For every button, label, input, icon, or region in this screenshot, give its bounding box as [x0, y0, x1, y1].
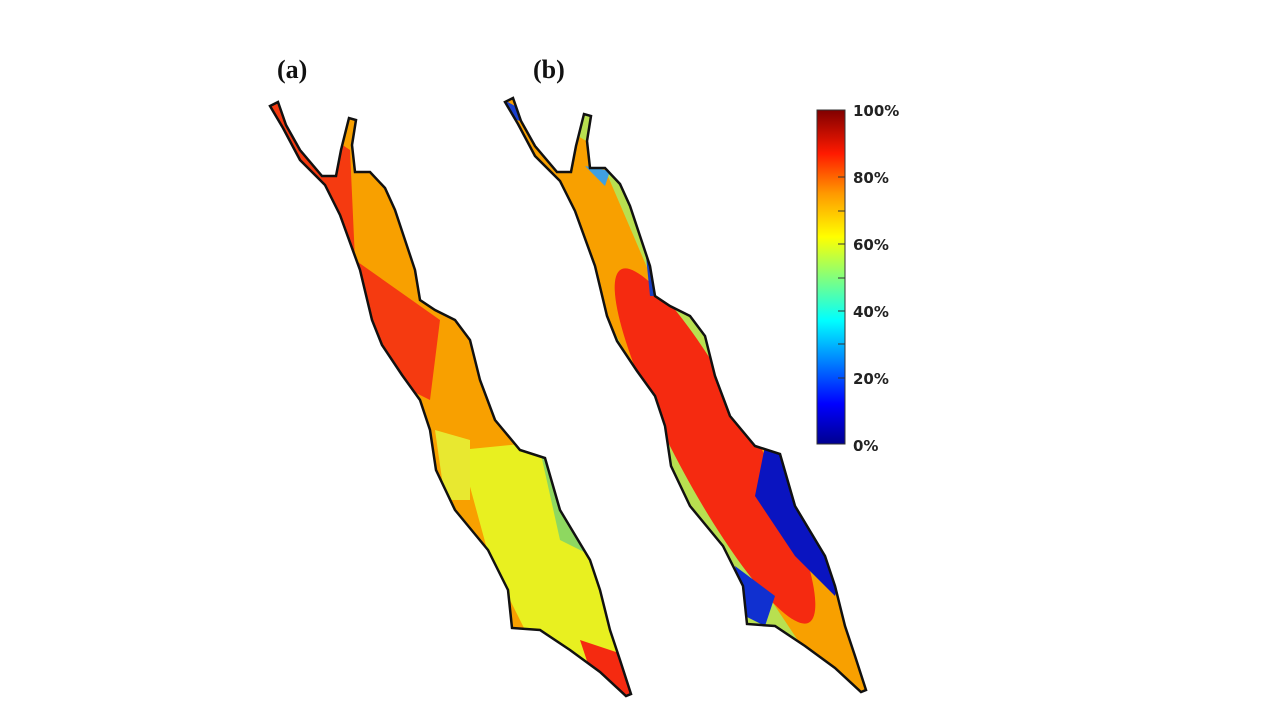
colorbar-tick-60: 60%: [853, 236, 889, 254]
colorbar-tick-0: 0%: [853, 437, 879, 455]
colorbar-tick-20: 20%: [853, 370, 889, 388]
colorbar-tick-40: 40%: [853, 303, 889, 321]
panel-label-b: (b): [533, 55, 565, 84]
colorbar-tick-100: 100%: [853, 102, 900, 120]
colorbar: [816, 109, 846, 445]
colorbar-gradient: [816, 109, 846, 445]
panel-label-a: (a): [277, 55, 308, 84]
colorbar-tick-80: 80%: [853, 169, 889, 187]
